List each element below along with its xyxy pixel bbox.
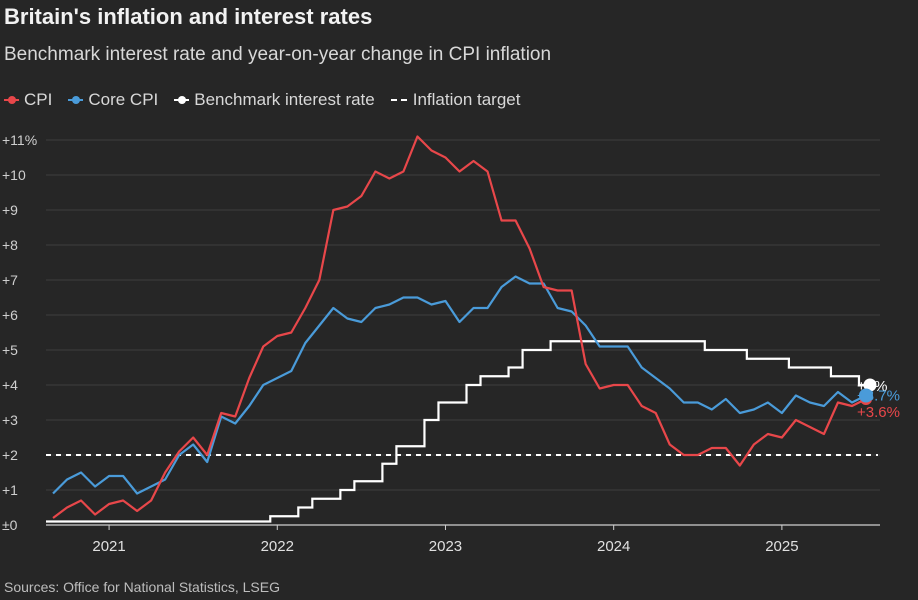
x-tick-label: 2025	[765, 538, 798, 555]
y-tick-label: +8	[2, 237, 18, 253]
chart-subtitle: Benchmark interest rate and year-on-year…	[4, 44, 552, 65]
x-tick-label: 2022	[261, 538, 294, 555]
legend-item-interest-rate: Benchmark interest rate	[174, 90, 375, 110]
legend-item-inflation-target: Inflation target	[390, 90, 521, 110]
legend-label-interest-rate: Benchmark interest rate	[194, 90, 375, 109]
legend-swatch-cpi	[4, 96, 19, 104]
legend-swatch-inflation-target	[390, 99, 407, 101]
end-label-core-cpi: +3.7%	[857, 388, 900, 405]
x-tick-label: 2023	[429, 538, 462, 555]
y-tick-label: +7	[2, 272, 18, 288]
y-tick-label: +2	[2, 447, 18, 463]
y-tick-label: +9	[2, 202, 18, 218]
end-label-cpi: +3.6%	[857, 404, 900, 421]
end-dot-interest-rate	[863, 378, 877, 392]
legend-swatch-interest-rate	[174, 96, 190, 104]
y-tick-label: +3	[2, 412, 18, 428]
legend-item-cpi: CPI	[4, 90, 52, 110]
chart-title: Britain's inflation and interest rates	[4, 4, 373, 29]
series-line-interest-rate	[46, 340, 873, 523]
legend-label-core-cpi: Core CPI	[88, 90, 159, 109]
end-dot-core-cpi	[858, 388, 873, 403]
legend-item-core-cpi: Core CPI	[68, 90, 158, 110]
y-tick-label: +10	[2, 167, 26, 183]
y-tick-label: +6	[2, 307, 18, 323]
x-tick-label: 2024	[597, 538, 630, 555]
x-tick-label: 2021	[92, 538, 125, 555]
y-tick-label: +4	[2, 377, 18, 393]
legend-label-cpi: CPI	[24, 90, 53, 109]
legend: CPI Core CPI Benchmark interest rate Inf…	[4, 90, 536, 110]
y-tick-label: +11%	[2, 132, 37, 148]
legend-label-inflation-target: Inflation target	[412, 90, 521, 109]
y-tick-label: +1	[2, 482, 18, 498]
legend-swatch-core-cpi	[68, 96, 84, 104]
series-line-core-cpi	[52, 275, 867, 495]
y-tick-label: ±0	[2, 517, 18, 533]
source-note: Sources: Office for National Statistics,…	[4, 579, 280, 595]
end-label-interest-rate: +4%	[857, 378, 887, 395]
y-tick-label: +5	[2, 342, 18, 358]
series-line-cpi	[52, 135, 867, 519]
